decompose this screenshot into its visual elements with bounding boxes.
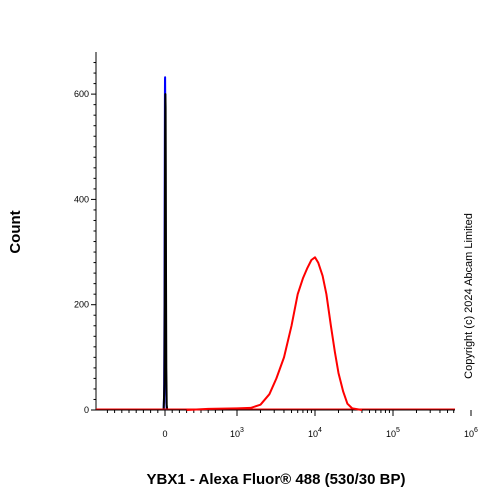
x-tick-label: 103 <box>230 427 244 439</box>
x-axis-title: YBX1 - Alexa Fluor® 488 (530/30 BP) <box>147 471 406 488</box>
x-tick-label: 104 <box>308 427 322 439</box>
plot-area: 0 200 400 600 0 103 104 105 106 <box>74 52 478 439</box>
y-tick-label: 400 <box>74 194 89 204</box>
y-tick-label: 0 <box>84 405 89 415</box>
histogram-series-2 <box>162 93 169 411</box>
x-axis-ticks: 0 103 104 105 106 <box>106 410 478 439</box>
y-tick-label: 200 <box>74 300 89 310</box>
y-tick-label: 600 <box>74 89 89 99</box>
histogram-series-3 <box>186 256 363 411</box>
x-tick-label: 106 <box>464 427 478 439</box>
x-tick-label: 105 <box>386 427 400 439</box>
y-axis-title: Count <box>7 210 24 253</box>
x-tick-label: 0 <box>162 429 167 439</box>
y-axis-ticks: 0 200 400 600 <box>74 62 96 415</box>
copyright-text: Copyright (c) 2024 Abcam Limited <box>463 213 475 379</box>
histogram-series <box>96 76 455 411</box>
